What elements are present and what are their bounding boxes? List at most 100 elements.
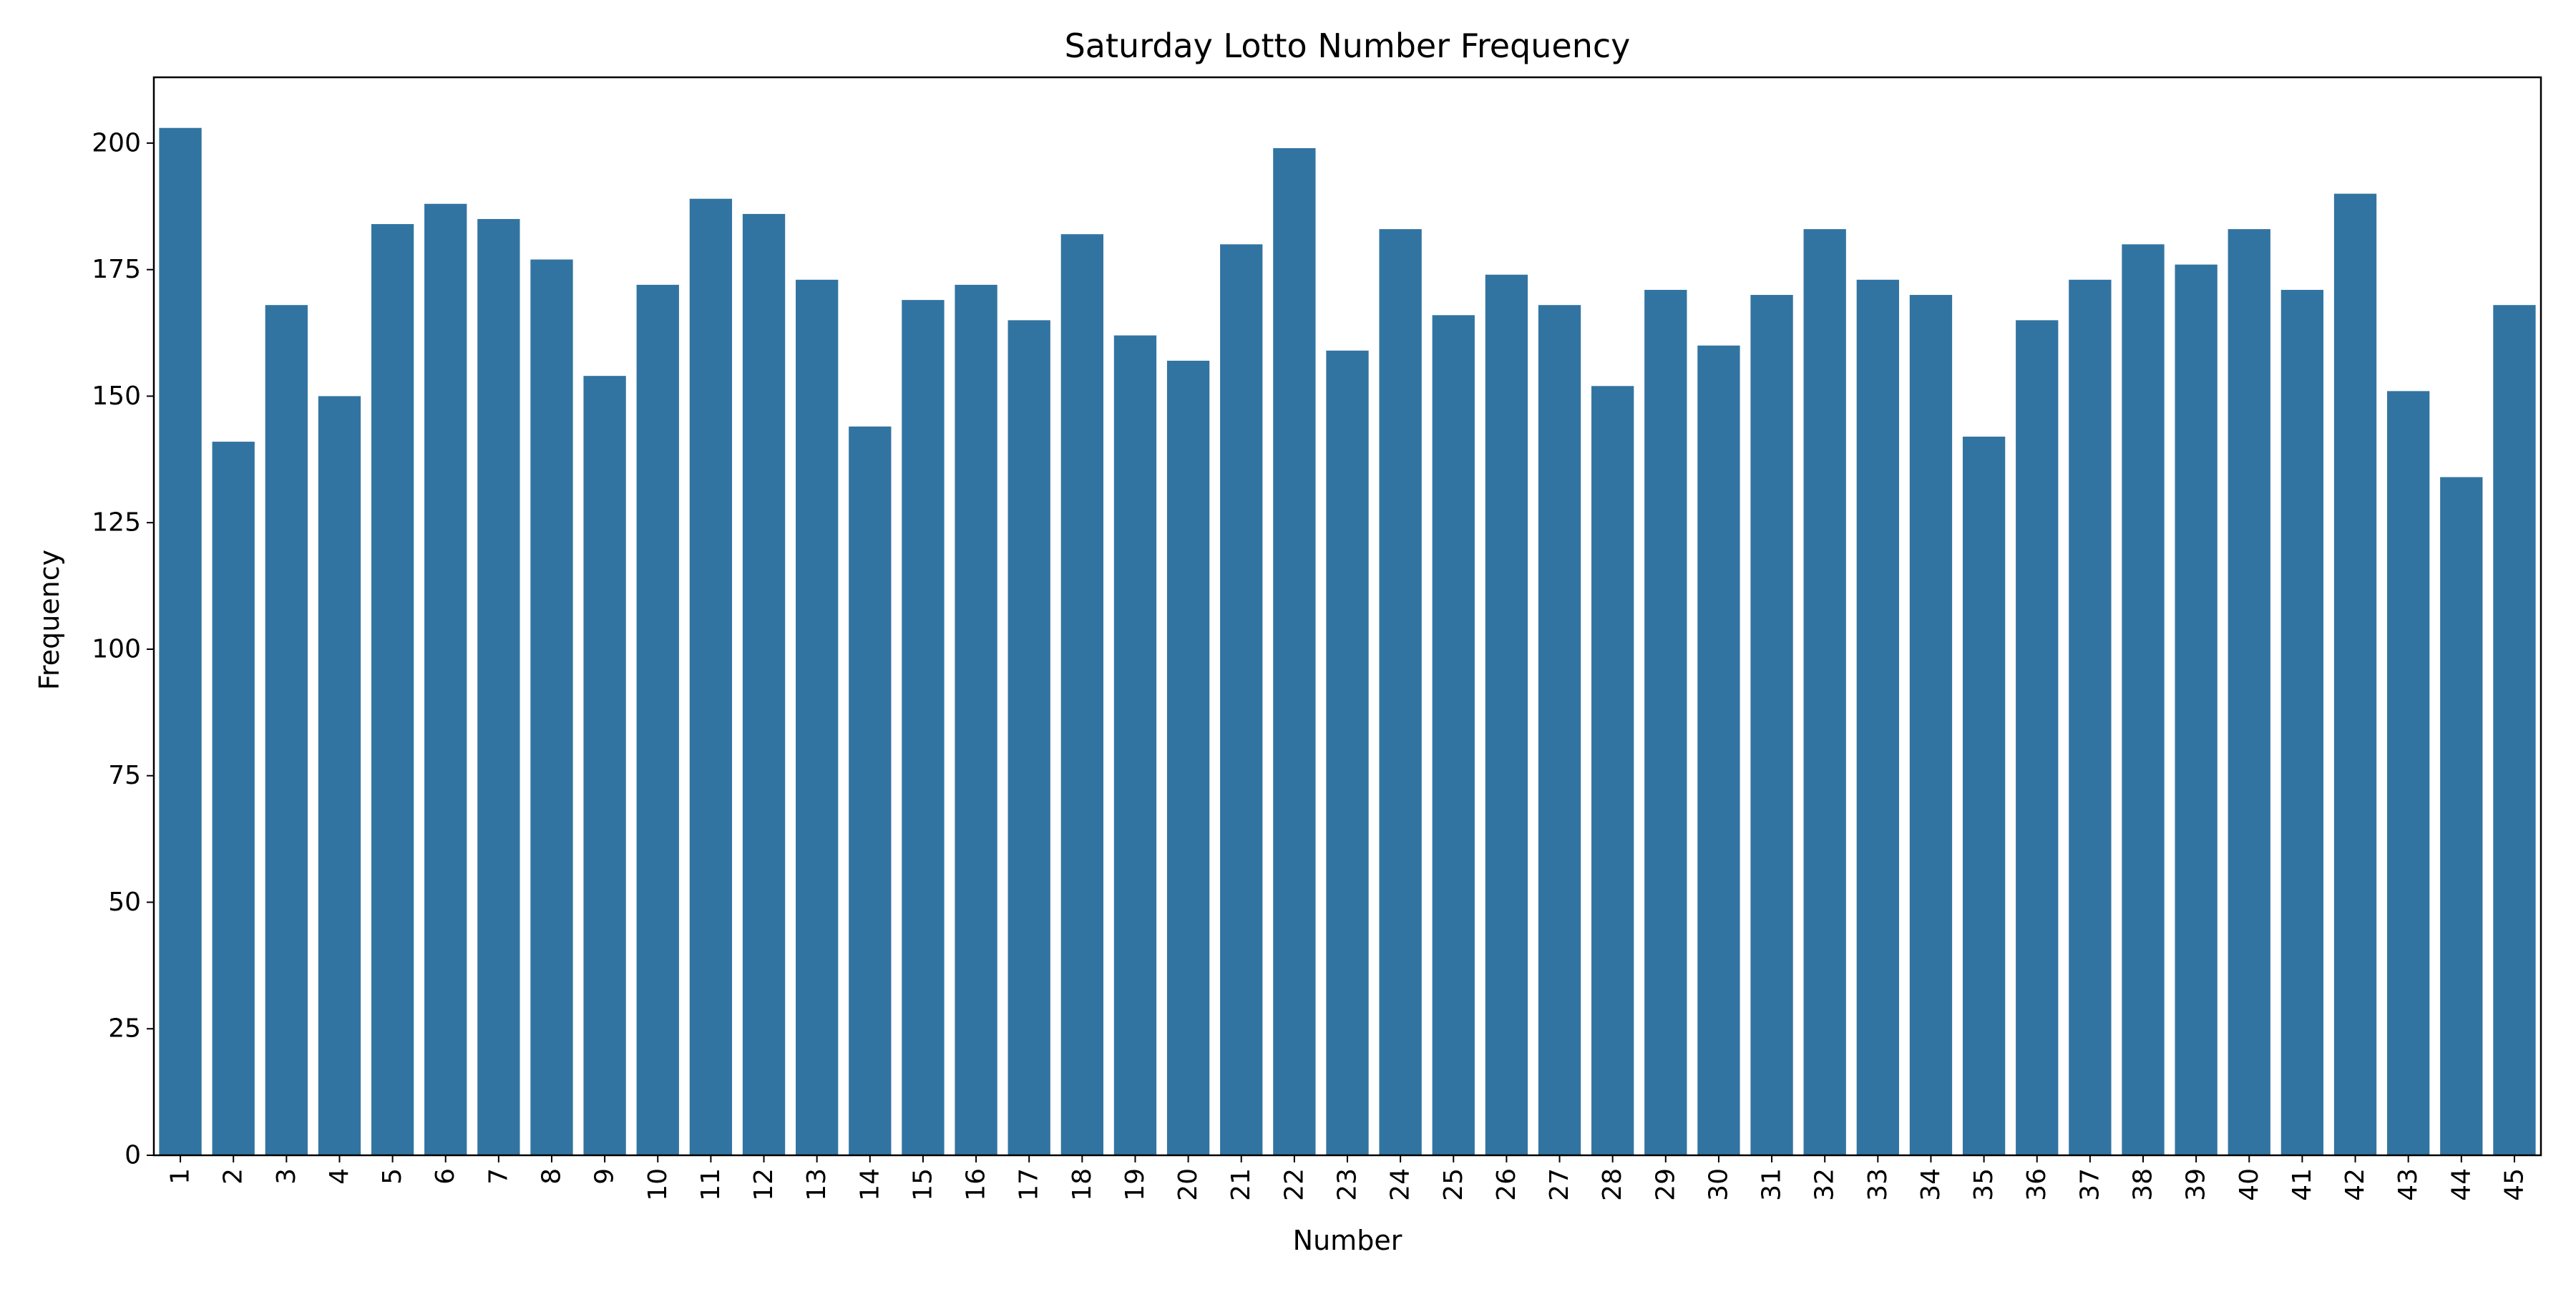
bar-41: [2280, 289, 2324, 1155]
x-tick-label: 39: [2182, 1168, 2211, 1201]
x-tick-label: 32: [1810, 1168, 1840, 1201]
x-tick-label: 12: [749, 1168, 779, 1201]
x-tick-label: 33: [1863, 1168, 1893, 1201]
bar-42: [2333, 193, 2377, 1155]
x-tick-label: 42: [2341, 1168, 2370, 1201]
bar-6: [424, 203, 467, 1156]
bar-35: [1962, 437, 2006, 1155]
x-tick-label: 3: [272, 1168, 301, 1185]
bar-31: [1750, 295, 1793, 1155]
bar-21: [1220, 244, 1263, 1155]
y-axis: 0 25 50 75 100 125 150 175 200: [92, 128, 154, 1170]
bar-3: [265, 305, 308, 1156]
x-tick-label: 38: [2129, 1168, 2158, 1201]
x-tick-label: 23: [1333, 1168, 1362, 1201]
x-tick-label: 20: [1174, 1168, 1203, 1201]
bar-12: [742, 213, 786, 1156]
x-tick-label: 4: [325, 1168, 354, 1185]
x-tick-label: 27: [1545, 1168, 1574, 1201]
bar-8: [530, 259, 573, 1156]
y-tick-label: 150: [92, 382, 141, 411]
bar-4: [318, 396, 361, 1155]
y-tick-label: 100: [92, 634, 141, 664]
bar-26: [1485, 274, 1528, 1156]
bar-34: [1909, 295, 1953, 1155]
x-tick-label: 26: [1492, 1168, 1521, 1201]
x-tick-label: 17: [1015, 1168, 1044, 1201]
bar-33: [1856, 279, 1899, 1155]
x-tick-label: 28: [1598, 1168, 1627, 1201]
bar-14: [849, 426, 892, 1155]
x-tick-label: 6: [431, 1168, 460, 1185]
bar-7: [477, 218, 520, 1156]
x-tick-label: 10: [643, 1168, 673, 1201]
x-tick-label: 5: [378, 1168, 407, 1185]
x-tick-label: 21: [1226, 1168, 1256, 1201]
x-tick-label: 1: [166, 1168, 195, 1185]
y-tick-label: 50: [108, 888, 141, 917]
bar-44: [2440, 477, 2483, 1155]
x-tick-label: 31: [1757, 1168, 1787, 1201]
x-tick-label: 9: [590, 1168, 620, 1185]
bar-45: [2493, 305, 2536, 1156]
x-tick-label: 41: [2288, 1168, 2317, 1201]
plot-frame: [152, 76, 2542, 1157]
x-tick-label: 45: [2499, 1168, 2529, 1201]
x-tick-label: 35: [1969, 1168, 1999, 1201]
y-tick-label: 175: [92, 255, 141, 284]
bar-16: [955, 284, 997, 1155]
bar-13: [796, 279, 839, 1155]
x-tick-label: 34: [1916, 1168, 1946, 1201]
bar-17: [1008, 320, 1050, 1156]
x-tick-label: 2: [219, 1168, 248, 1185]
bar-32: [1803, 229, 1846, 1155]
x-tick-label: 14: [855, 1168, 884, 1201]
bar-24: [1379, 229, 1422, 1155]
x-axis: 1 2 3 4 5 6 7 8 9 10 11 12 13 14 15 16 17 18 19 20 21 22 23 24 2…: [166, 1155, 2529, 1201]
x-tick-label: 22: [1279, 1168, 1309, 1201]
y-tick-label: 0: [125, 1141, 141, 1170]
x-tick-label: 43: [2394, 1168, 2423, 1201]
x-tick-label: 25: [1439, 1168, 1468, 1201]
bar-27: [1538, 305, 1581, 1156]
bar-1: [159, 127, 202, 1155]
y-tick-label: 25: [108, 1014, 141, 1044]
x-tick-label: 30: [1704, 1168, 1733, 1201]
bar-9: [583, 376, 626, 1155]
y-axis-label: Frequency: [34, 550, 65, 690]
bar-11: [689, 198, 733, 1155]
x-tick-label: 13: [802, 1168, 831, 1201]
bar-25: [1432, 315, 1475, 1156]
x-tick-label: 18: [1068, 1168, 1097, 1201]
x-tick-label: 44: [2446, 1168, 2476, 1201]
bar-38: [2122, 244, 2165, 1155]
bar-40: [2228, 229, 2270, 1155]
bar-2: [212, 442, 255, 1155]
x-tick-label: 16: [962, 1168, 991, 1201]
chart-title: Saturday Lotto Number Frequency: [1065, 26, 1631, 65]
bar-19: [1113, 335, 1157, 1155]
bar-20: [1166, 360, 1210, 1156]
bar-36: [2016, 320, 2059, 1156]
x-tick-label: 40: [2235, 1168, 2264, 1201]
x-tick-label: 8: [537, 1168, 567, 1185]
bar-30: [1697, 345, 1740, 1155]
bar-15: [902, 300, 945, 1155]
bar-29: [1644, 289, 1687, 1155]
bar-39: [2175, 264, 2218, 1156]
y-tick-label: 75: [108, 761, 141, 790]
bar-5: [371, 224, 414, 1156]
x-tick-label: 11: [696, 1168, 726, 1201]
x-tick-label: 37: [2075, 1168, 2104, 1201]
bar-22: [1273, 147, 1316, 1155]
bar-18: [1060, 234, 1103, 1155]
bar-10: [636, 284, 679, 1155]
bars-layer: [159, 127, 2536, 1156]
y-tick-label: 125: [92, 508, 141, 538]
x-tick-label: 29: [1651, 1168, 1680, 1201]
bar-23: [1326, 350, 1369, 1155]
x-tick-label: 36: [2022, 1168, 2051, 1201]
x-axis-label: Number: [1293, 1225, 1402, 1256]
x-tick-label: 15: [908, 1168, 937, 1201]
